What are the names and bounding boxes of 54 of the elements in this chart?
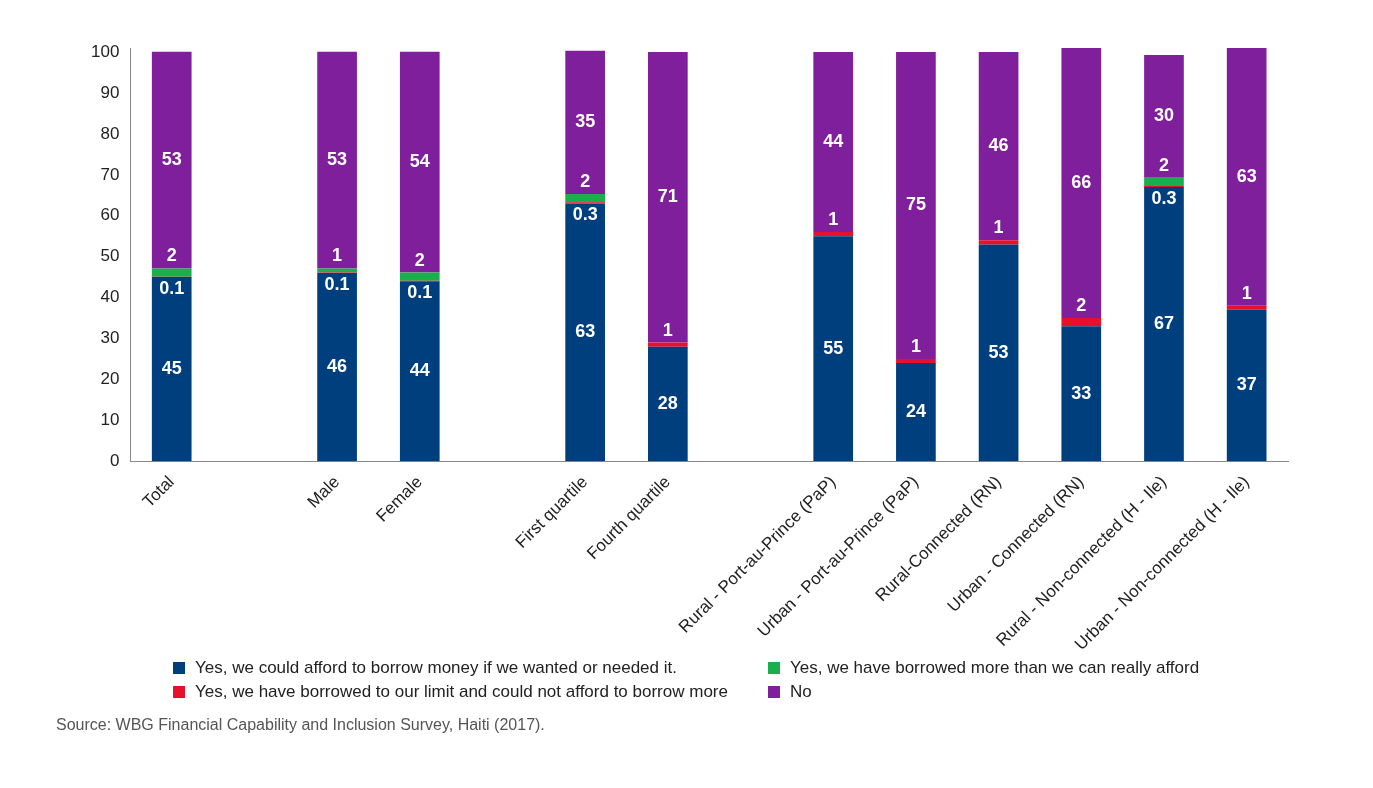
- source-note: Source: WBG Financial Capability and Inclusion Survey, Haiti (2017).: [56, 716, 546, 734]
- data-label: 53: [988, 341, 1009, 362]
- data-label: 53: [327, 149, 348, 170]
- y-tick-label: 70: [100, 164, 120, 184]
- data-label: 53: [161, 149, 182, 170]
- legend-label: No: [789, 682, 812, 702]
- data-label: 1: [332, 245, 343, 266]
- data-label: 2: [580, 171, 591, 192]
- data-label: 0.1: [159, 278, 185, 299]
- data-label: 33: [1071, 382, 1092, 403]
- data-label: 63: [1236, 165, 1257, 186]
- data-label: 71: [657, 186, 678, 207]
- data-label: 2: [166, 245, 177, 266]
- legend-label: Yes, we could afford to borrow money if we wanted or needed it.: [195, 658, 677, 678]
- data-label: 1: [910, 335, 921, 356]
- data-label: 1: [828, 209, 839, 230]
- y-tick-label: 60: [100, 205, 120, 225]
- data-label: 2: [1158, 154, 1169, 175]
- data-label: 2: [1076, 294, 1087, 315]
- y-tick-label: 30: [100, 328, 120, 348]
- legend-label: Yes, we have borrowed to our limit and could not afford to borrow more: [195, 682, 728, 702]
- data-label: 0.1: [407, 282, 433, 303]
- data-label: 35: [575, 111, 596, 132]
- data-label: 1: [1241, 282, 1252, 303]
- y-tick-label: 10: [100, 409, 120, 429]
- y-tick-label: 100: [90, 41, 120, 61]
- data-label: 0.3: [1151, 188, 1177, 209]
- data-label: 67: [1153, 313, 1174, 334]
- data-label: 75: [905, 194, 926, 215]
- data-label: 0.3: [572, 204, 598, 225]
- y-tick-label: 0: [109, 450, 120, 470]
- data-label: 30: [1153, 105, 1174, 126]
- data-label: 54: [409, 151, 430, 172]
- y-tick-label: 80: [100, 123, 120, 143]
- data-label: 28: [657, 392, 678, 413]
- y-tick-label: 40: [100, 287, 120, 307]
- data-label: 1: [993, 217, 1004, 238]
- data-label: 2: [414, 249, 425, 270]
- data-label: 66: [1071, 171, 1092, 192]
- data-label: 37: [1236, 374, 1257, 395]
- y-tick-label: 50: [100, 246, 120, 266]
- data-label: 44: [823, 131, 844, 152]
- data-label: 46: [988, 135, 1009, 156]
- data-label: 46: [327, 356, 348, 377]
- data-label: 1: [662, 319, 673, 340]
- legend-label: Yes, we have borrowed more than we can really afford: [789, 658, 1200, 678]
- data-label: 45: [161, 358, 182, 379]
- data-label: 0.1: [324, 273, 350, 294]
- data-label: 55: [823, 337, 844, 358]
- y-tick-label: 20: [100, 369, 120, 389]
- data-label: 44: [409, 360, 430, 381]
- data-label: 63: [575, 321, 596, 342]
- data-label: 24: [905, 401, 926, 422]
- y-tick-label: 90: [100, 82, 120, 102]
